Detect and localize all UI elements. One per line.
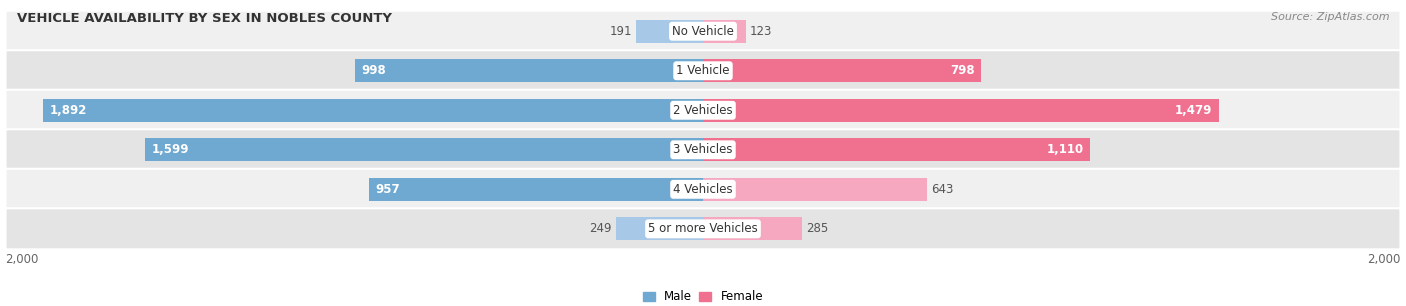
Bar <box>703 217 803 240</box>
Bar <box>370 178 703 201</box>
FancyBboxPatch shape <box>6 11 1400 52</box>
Text: 1,599: 1,599 <box>152 143 190 156</box>
Text: 285: 285 <box>807 222 828 235</box>
Text: 1,479: 1,479 <box>1175 104 1212 117</box>
Text: 998: 998 <box>361 64 387 77</box>
FancyBboxPatch shape <box>6 90 1400 131</box>
Text: 123: 123 <box>749 25 772 38</box>
Bar <box>703 59 981 82</box>
Text: 1,110: 1,110 <box>1046 143 1084 156</box>
Text: 643: 643 <box>931 183 953 196</box>
Bar <box>44 99 703 122</box>
Text: 1 Vehicle: 1 Vehicle <box>676 64 730 77</box>
Text: 1,892: 1,892 <box>49 104 87 117</box>
Legend: Male, Female: Male, Female <box>643 290 763 303</box>
Text: 2,000: 2,000 <box>6 253 39 266</box>
Text: 957: 957 <box>375 183 401 196</box>
Text: 191: 191 <box>610 25 633 38</box>
Text: 4 Vehicles: 4 Vehicles <box>673 183 733 196</box>
Bar <box>703 178 927 201</box>
Text: 2,000: 2,000 <box>1367 253 1400 266</box>
Text: No Vehicle: No Vehicle <box>672 25 734 38</box>
Bar <box>145 138 703 161</box>
FancyBboxPatch shape <box>6 50 1400 91</box>
Bar <box>354 59 703 82</box>
FancyBboxPatch shape <box>6 129 1400 170</box>
FancyBboxPatch shape <box>6 169 1400 210</box>
Text: 2 Vehicles: 2 Vehicles <box>673 104 733 117</box>
Text: 798: 798 <box>950 64 974 77</box>
Bar <box>616 217 703 240</box>
Bar <box>637 20 703 43</box>
Bar <box>703 99 1219 122</box>
Text: Source: ZipAtlas.com: Source: ZipAtlas.com <box>1271 12 1389 22</box>
Bar <box>703 138 1090 161</box>
Text: 3 Vehicles: 3 Vehicles <box>673 143 733 156</box>
Text: 249: 249 <box>589 222 612 235</box>
Bar <box>703 20 747 43</box>
Text: VEHICLE AVAILABILITY BY SEX IN NOBLES COUNTY: VEHICLE AVAILABILITY BY SEX IN NOBLES CO… <box>17 12 392 25</box>
Text: 5 or more Vehicles: 5 or more Vehicles <box>648 222 758 235</box>
FancyBboxPatch shape <box>6 208 1400 249</box>
